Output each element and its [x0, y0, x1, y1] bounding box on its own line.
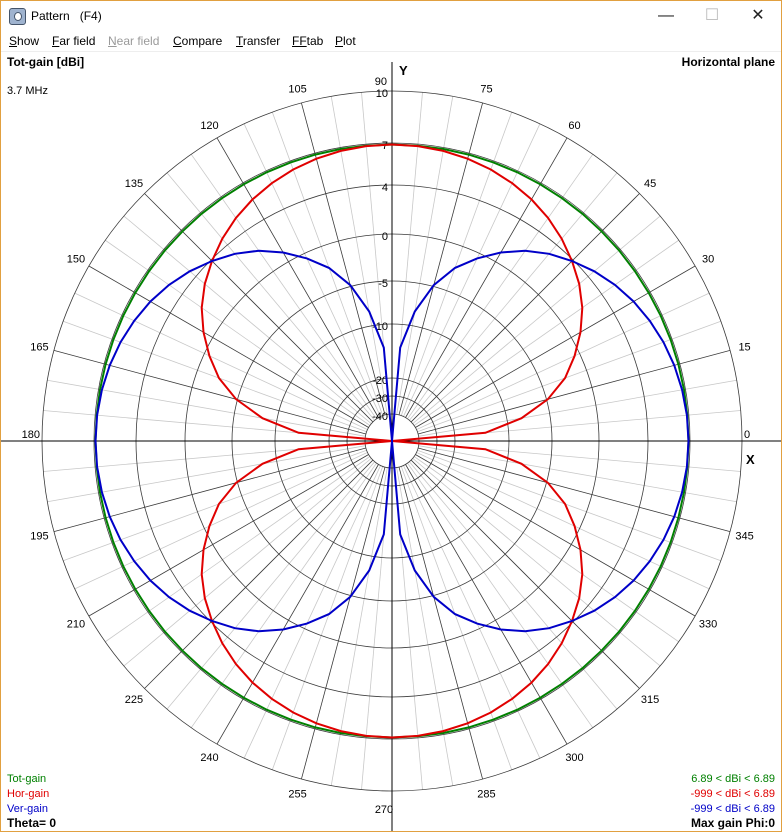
menu-bar: Show Far field Near field Compare Transf… — [1, 31, 781, 52]
minor-angle-gridline — [409, 172, 618, 421]
angle-tick-label: 180 — [22, 429, 40, 441]
minor-angle-gridline — [166, 172, 375, 421]
minor-angle-gridline — [400, 466, 513, 771]
minor-angle-gridline — [62, 320, 367, 433]
radial-tick-label: -40 — [372, 411, 388, 423]
angle-tick-label: 285 — [477, 789, 495, 801]
angle-tick-label: 0 — [744, 429, 750, 441]
minor-angle-gridline — [123, 215, 372, 424]
polar-plot-area: Tot-gain [dBi] 3.7 MHz Horizontal plane … — [1, 52, 781, 831]
minor-angle-gridline — [412, 458, 661, 667]
polar-chart: XY10740-5-10-20-30-400153045607590105120… — [1, 62, 781, 831]
angle-tick-label: 210 — [67, 619, 85, 631]
angle-tick-label: 105 — [288, 83, 306, 95]
menu-transfer[interactable]: Transfer — [236, 34, 281, 48]
gain-title: Tot-gain [dBi] — [7, 55, 85, 69]
angle-tick-label: 300 — [565, 752, 583, 764]
close-button[interactable]: ✕ — [751, 7, 765, 24]
plane-label: Horizontal plane — [681, 55, 775, 69]
minor-angle-gridline — [271, 111, 384, 416]
angle-tick-label: 45 — [644, 178, 656, 190]
legend-tot-range: 6.89 < dBi < 6.89 — [691, 773, 775, 785]
legend-ver-range: -999 < dBi < 6.89 — [690, 803, 775, 815]
major-angle-gridline — [88, 265, 369, 428]
y-axis-label: Y — [399, 63, 408, 78]
angle-tick-label: 120 — [200, 120, 218, 132]
legend-ver-name: Ver-gain — [7, 803, 48, 815]
angle-tick-label: 225 — [125, 694, 143, 706]
major-angle-gridline — [410, 459, 640, 689]
radial-tick-label: 10 — [376, 88, 388, 100]
major-angle-gridline — [88, 454, 369, 617]
menu-show[interactable]: Show — [9, 34, 40, 48]
angle-tick-label: 195 — [30, 530, 48, 542]
angle-tick-label: 165 — [30, 342, 48, 354]
angle-tick-label: 240 — [200, 752, 218, 764]
major-angle-gridline — [144, 459, 374, 689]
major-angle-gridline — [415, 265, 696, 428]
minor-angle-gridline — [243, 123, 381, 417]
minor-angle-gridline — [417, 320, 722, 433]
radial-tick-label: -30 — [372, 393, 388, 405]
max-gain-readout: Max gain Phi:0 — [690, 816, 775, 830]
angle-tick-label: 315 — [641, 694, 659, 706]
angle-tick-label: 30 — [702, 254, 714, 266]
major-angle-gridline — [405, 137, 568, 418]
angle-tick-label: 90 — [375, 76, 387, 88]
theta-readout: Theta= 0 — [7, 816, 57, 830]
radial-tick-label: 4 — [382, 182, 388, 194]
minor-angle-gridline — [243, 465, 381, 759]
major-angle-gridline — [415, 454, 696, 617]
app-icon — [9, 8, 26, 25]
angle-tick-label: 135 — [125, 178, 143, 190]
minor-angle-gridline — [403, 465, 541, 759]
minor-angle-gridline — [271, 466, 384, 771]
minor-angle-gridline — [403, 123, 541, 417]
major-angle-gridline — [144, 193, 374, 423]
major-angle-gridline — [410, 193, 640, 423]
minor-angle-gridline — [417, 449, 722, 562]
x-axis-label: X — [746, 452, 755, 467]
menu-fftab[interactable]: FFtab — [292, 34, 324, 48]
minor-angle-gridline — [74, 452, 368, 590]
minor-angle-gridline — [166, 461, 375, 710]
minor-angle-gridline — [416, 452, 710, 590]
minor-angle-gridline — [74, 292, 368, 430]
angle-tick-label: 330 — [699, 619, 717, 631]
legend-hor-range: -999 < dBi < 6.89 — [690, 788, 775, 800]
angle-tick-label: 15 — [738, 342, 750, 354]
minor-angle-gridline — [416, 292, 710, 430]
angle-tick-label: 60 — [568, 120, 580, 132]
series-ver-gain — [94, 249, 690, 633]
menu-near-field[interactable]: Near field — [108, 34, 160, 48]
radial-tick-label: 0 — [382, 231, 388, 243]
angle-tick-label: 270 — [375, 804, 393, 816]
minor-angle-gridline — [412, 215, 661, 424]
minor-angle-gridline — [62, 449, 367, 562]
major-angle-gridline — [216, 137, 379, 418]
radial-tick-label: -20 — [372, 375, 388, 387]
legend-hor-name: Hor-gain — [7, 788, 50, 800]
minor-angle-gridline — [123, 458, 372, 667]
minor-angle-gridline — [400, 111, 513, 416]
angle-tick-label: 345 — [735, 530, 753, 542]
minor-angle-gridline — [409, 461, 618, 710]
menu-compare[interactable]: Compare — [173, 34, 223, 48]
radial-tick-label: 7 — [382, 140, 388, 152]
major-angle-gridline — [216, 464, 379, 745]
maximize-button[interactable]: ☐ — [704, 7, 720, 24]
minimize-button[interactable]: — — [658, 7, 674, 24]
angle-tick-label: 75 — [480, 83, 492, 95]
angle-tick-label: 255 — [288, 789, 306, 801]
menu-plot[interactable]: Plot — [335, 34, 356, 48]
title-bar[interactable]: Pattern (F4) — ☐ ✕ — [1, 1, 781, 31]
radial-tick-label: -5 — [378, 278, 388, 290]
menu-far-field[interactable]: Far field — [52, 34, 96, 48]
legend-tot-name: Tot-gain — [7, 773, 47, 785]
angle-tick-label: 150 — [67, 254, 85, 266]
window-title: Pattern (F4) — [31, 9, 102, 23]
major-angle-gridline — [405, 464, 568, 745]
frequency-label: 3.7 MHz — [7, 85, 48, 97]
